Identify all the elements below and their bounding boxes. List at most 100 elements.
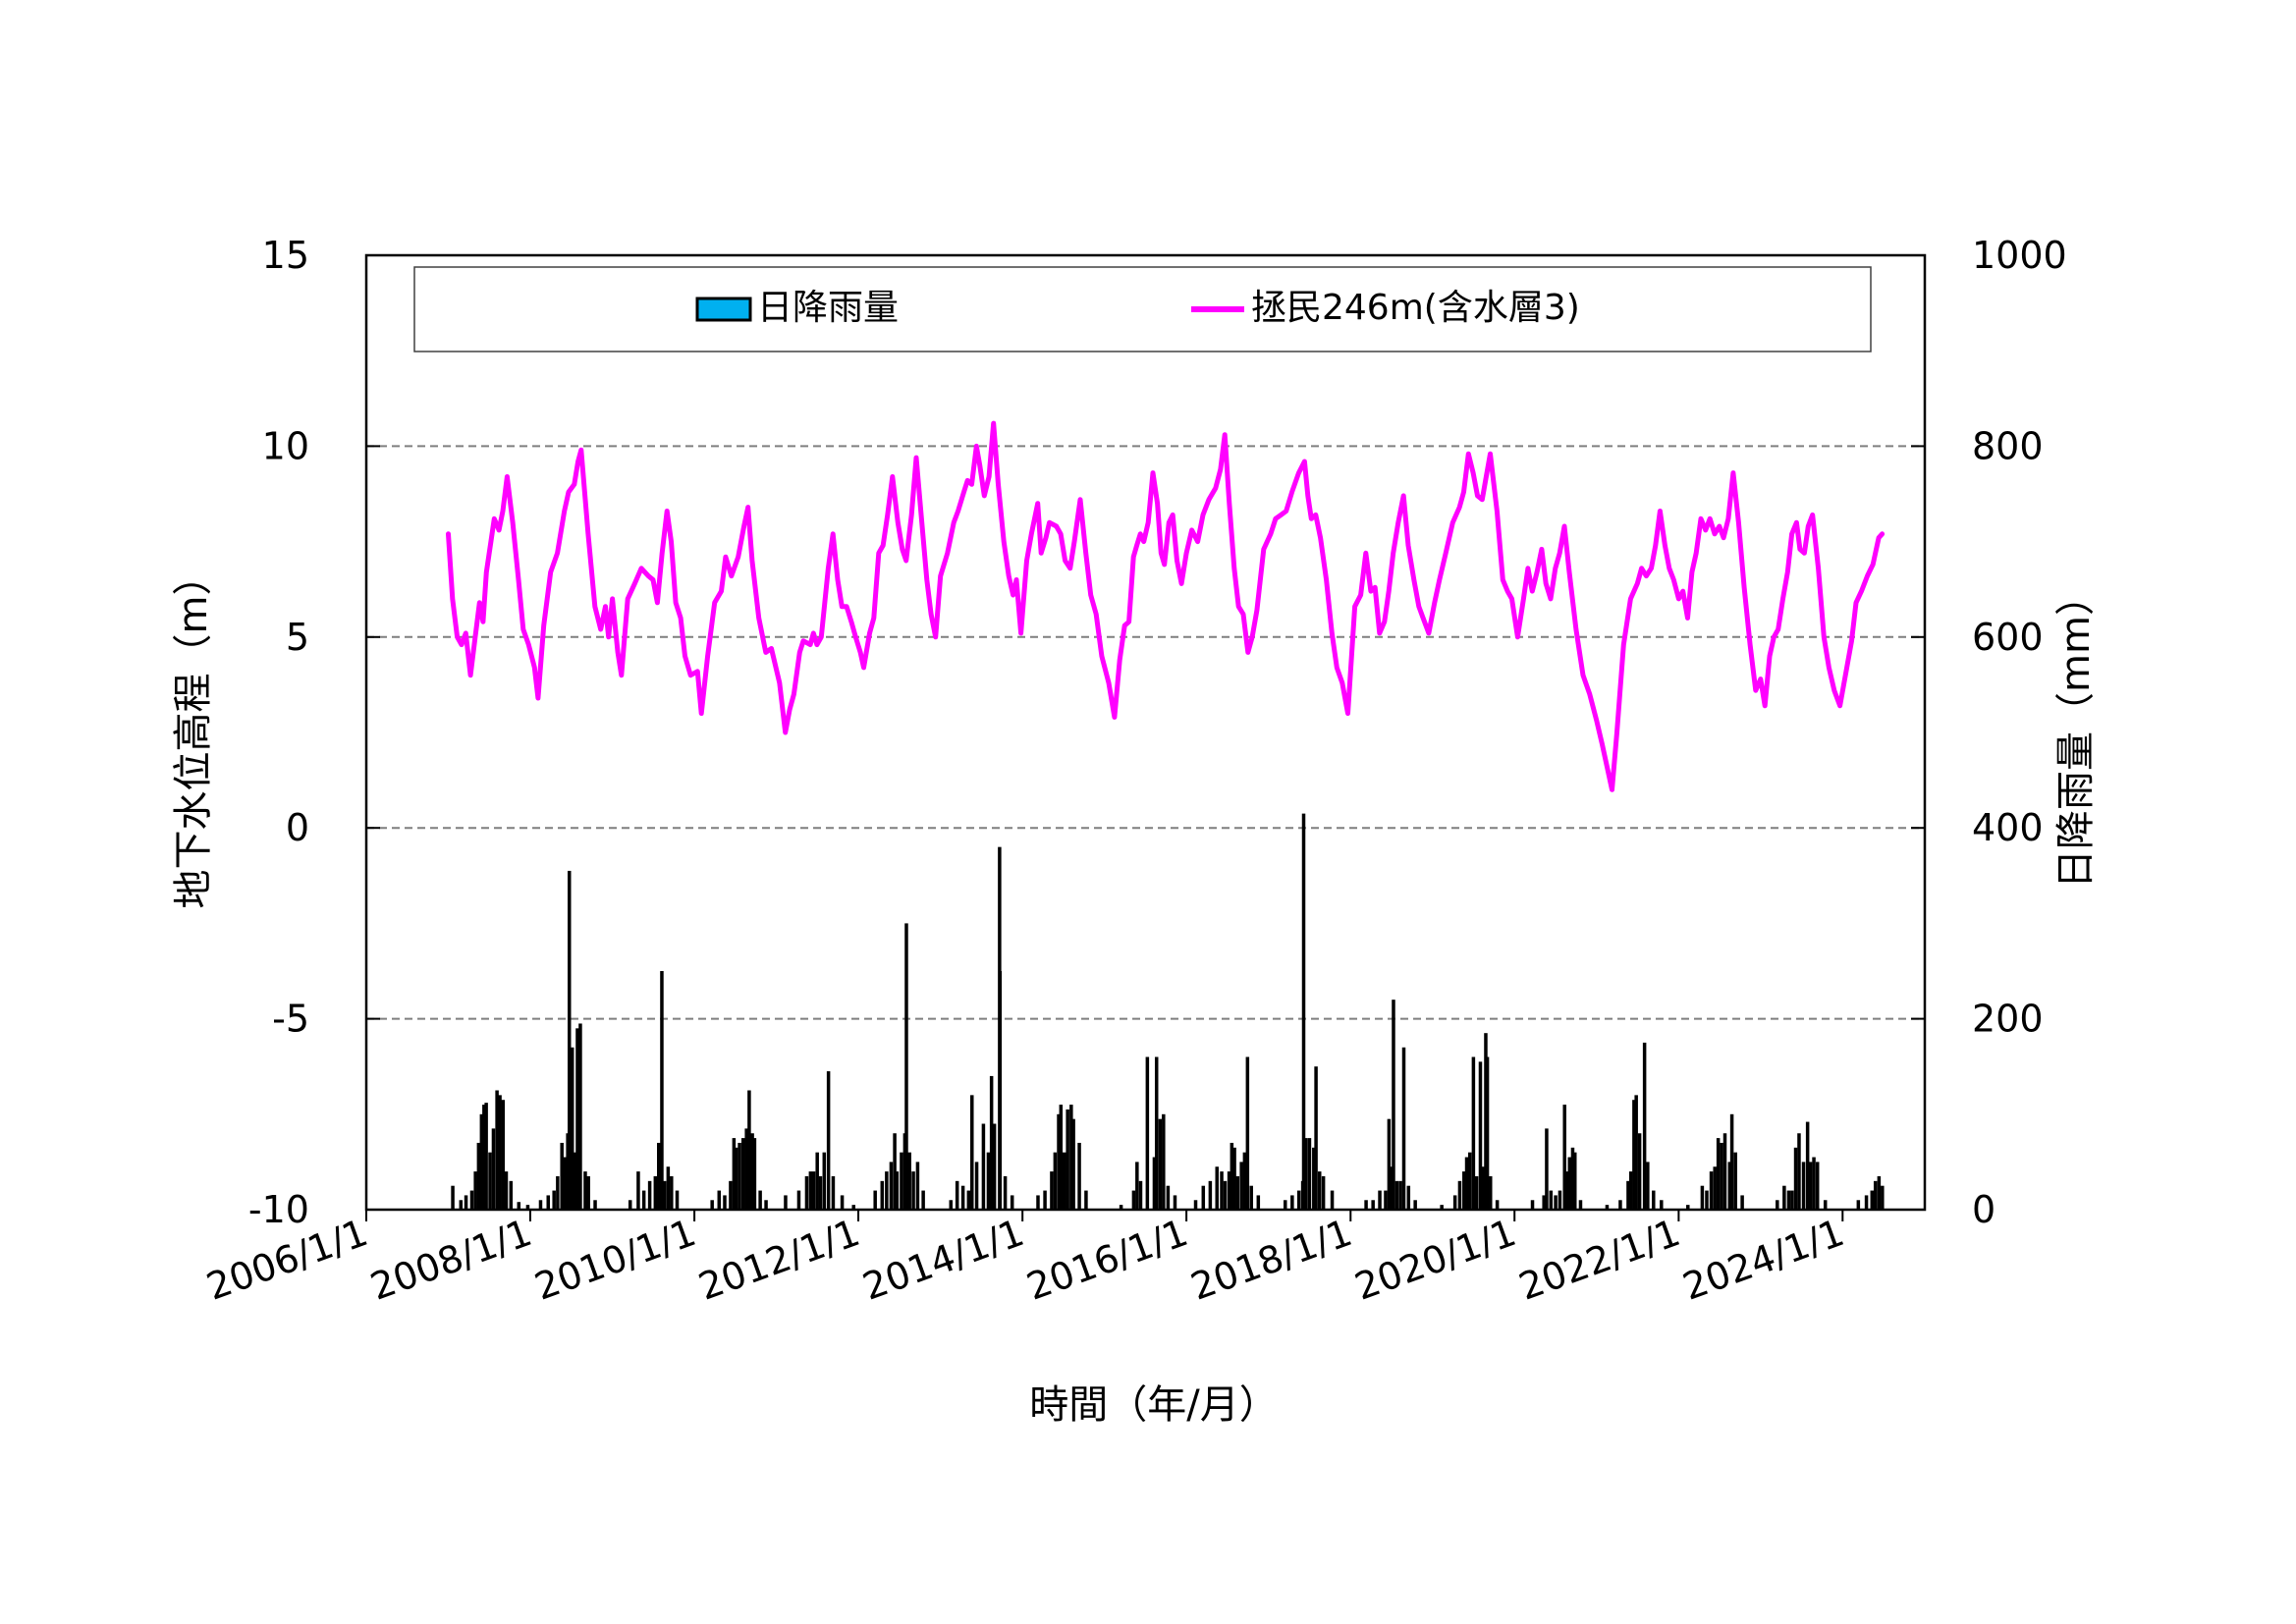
rainfall-bar (1823, 1200, 1828, 1210)
legend: 日降雨量 拯民246m(含水層3) (413, 266, 1872, 352)
y-right-tick-label: 400 (1972, 806, 2044, 849)
rainfall-bar (808, 1171, 813, 1210)
rainfall-bar (1797, 1133, 1801, 1210)
rainfall-bar (501, 1100, 506, 1210)
rainfall-bar (1495, 1200, 1500, 1210)
rainfall-bar (1193, 1200, 1198, 1210)
rainfall-bar (1478, 1061, 1483, 1210)
rainfall-bar (915, 1162, 920, 1210)
rainfall-bar (1474, 1175, 1479, 1210)
rainfall-bar (1856, 1200, 1861, 1210)
rainfall-bar (981, 1123, 986, 1210)
rainfall-bar (563, 1157, 567, 1210)
rainfall-bar (1570, 1147, 1575, 1210)
rainfall-bar (1457, 1180, 1462, 1210)
rainfall-bar (1413, 1200, 1417, 1210)
rainfall-bar (1242, 1152, 1247, 1210)
rainfall-bar (1232, 1147, 1236, 1210)
rainfall-bar (1304, 1138, 1308, 1210)
x-tick-label: 2016/1/1 (1021, 1211, 1193, 1309)
rainfall-bar (1686, 1205, 1690, 1210)
rainfall-bar (900, 1152, 903, 1210)
rainfall-bar (955, 1180, 959, 1210)
rainfall-bar (1790, 1190, 1794, 1210)
rainfall-bar (1158, 1118, 1163, 1210)
rainfall-bar (1284, 1200, 1287, 1210)
rainfall-bar (1296, 1190, 1301, 1210)
rainfall-bar (1256, 1195, 1261, 1210)
rainfall-bar (1722, 1133, 1727, 1210)
rainfall-bar (1634, 1095, 1638, 1210)
rainfall-bar (482, 1105, 486, 1210)
rainfall-bar (1394, 1180, 1399, 1210)
rainfall-bar (1154, 1056, 1159, 1210)
rainfall-bar (586, 1175, 590, 1210)
rainfall-bar (921, 1190, 925, 1210)
rainfall-bar (710, 1200, 714, 1210)
rainfall-bars (451, 813, 1885, 1210)
rainfall-bar (851, 1205, 855, 1210)
rainfall-bar (653, 1175, 658, 1210)
rainfall-bar (1223, 1180, 1228, 1210)
rainfall-bar (885, 1171, 889, 1210)
rainfall-bar (1152, 1157, 1157, 1210)
rainfall-bar (1740, 1195, 1744, 1210)
rainfall-bar (1010, 1195, 1014, 1210)
rainfall-bar (1301, 813, 1306, 1210)
rainfall-bar (1646, 1162, 1650, 1210)
rainfall-bar (1384, 1190, 1388, 1210)
rainfall-bar (1059, 1105, 1064, 1210)
rainfall-bar (1043, 1190, 1047, 1210)
rainfall-bar (1131, 1190, 1136, 1210)
rainfall-bar (509, 1180, 514, 1210)
rainfall-bar (1642, 1042, 1647, 1210)
rainfall-bar (473, 1171, 477, 1210)
legend-box (413, 266, 1872, 352)
rainfall-bar (1700, 1185, 1705, 1210)
rainfall-bar (1567, 1157, 1572, 1210)
rainfall-bar (1321, 1175, 1326, 1210)
rainfall-bar (1215, 1166, 1219, 1210)
plot-area-frame (364, 253, 1927, 1212)
rainfall-bar (498, 1095, 502, 1210)
y-right-tick-label: 600 (1972, 616, 2044, 659)
rainfall-bar (517, 1202, 521, 1210)
rainfall-bar (729, 1180, 733, 1210)
rainfall-bar (1572, 1152, 1577, 1210)
rainfall-bar (1227, 1171, 1231, 1210)
y-left-tick-label: -5 (272, 998, 309, 1041)
rainfall-bar (479, 1113, 484, 1210)
rainfall-bar (1542, 1195, 1546, 1210)
rainfall-bar (717, 1190, 722, 1210)
rainfall-bar (815, 1152, 819, 1210)
rainfall-bar (1084, 1190, 1088, 1210)
rainfall-bar (966, 1190, 971, 1210)
y-right-axis-title: 日降雨量（mm） (2053, 576, 2099, 889)
y-right-tick-label: 800 (1972, 424, 2044, 467)
x-tick-label: 2008/1/1 (365, 1211, 537, 1309)
rainfall-bar (1290, 1195, 1294, 1210)
rainfall-bar (811, 1171, 816, 1210)
rainfall-bar (1782, 1185, 1786, 1210)
rainfall-bar (1727, 1162, 1732, 1210)
rainfall-bar (1881, 1185, 1885, 1210)
rainfall-bar (1549, 1190, 1554, 1210)
rainfall-bar (1317, 1171, 1322, 1210)
rainfall-bar (1578, 1200, 1583, 1210)
y-left-axis-title: 地下水位高程（m） (171, 557, 216, 909)
rainfall-bar (1119, 1205, 1123, 1210)
rainfall-bar (578, 1023, 582, 1210)
rainfall-bar (1401, 1047, 1406, 1210)
rainfall-bar (1632, 1100, 1636, 1210)
rainfall-bar (525, 1205, 530, 1210)
rainfall-bar (538, 1200, 543, 1210)
rainfall-bar (723, 1195, 727, 1210)
x-tick-label: 2012/1/1 (693, 1211, 865, 1309)
y-right-tick-label: 0 (1972, 1188, 1995, 1231)
y-left-tick-label: 5 (286, 616, 309, 659)
rainfall-bar (552, 1190, 556, 1210)
rainfall-bar (1314, 1066, 1318, 1210)
rainfall-bar (1628, 1171, 1633, 1210)
legend-rainfall-swatch (695, 297, 752, 322)
rainfall-bar (822, 1152, 827, 1210)
